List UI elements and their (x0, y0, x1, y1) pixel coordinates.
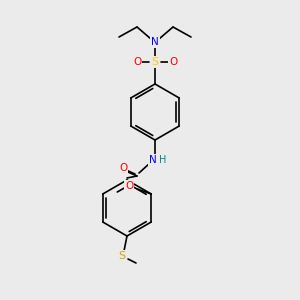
Text: O: O (125, 181, 134, 191)
Text: N: N (151, 37, 159, 47)
Text: O: O (119, 163, 127, 173)
Text: S: S (152, 57, 159, 67)
Text: S: S (118, 251, 126, 261)
Text: O: O (133, 57, 141, 67)
Text: H: H (159, 155, 167, 165)
Text: N: N (149, 155, 157, 165)
Text: O: O (169, 57, 177, 67)
